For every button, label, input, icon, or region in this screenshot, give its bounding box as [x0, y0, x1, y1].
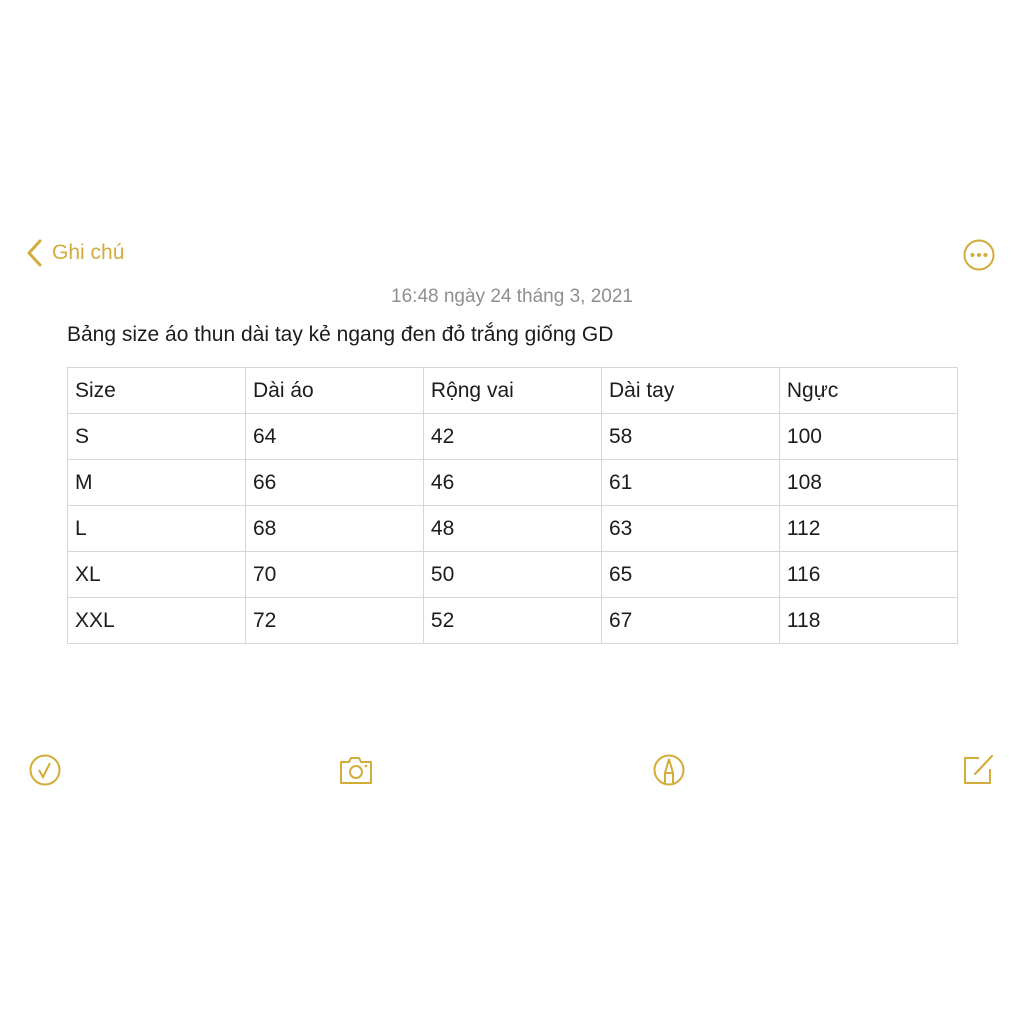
table-cell: 46	[422, 459, 602, 506]
table-cell: XXL	[67, 597, 246, 644]
size-table: Size Dài áo Rộng vai Dài tay Ngực S 64 42 58 100 M…	[67, 367, 959, 644]
table-cell: 118	[778, 597, 959, 644]
camera-icon[interactable]	[338, 752, 374, 788]
table-header-row: Size Dài áo Rộng vai Dài tay Ngực	[67, 367, 959, 414]
table-cell: 116	[778, 551, 959, 598]
table-cell: Dài áo	[244, 367, 424, 414]
table-cell: 52	[422, 597, 602, 644]
chevron-left-icon	[27, 239, 42, 267]
table-row: XXL 72 52 67 118	[67, 597, 959, 644]
table-cell: 112	[778, 505, 959, 552]
table-cell: 67	[600, 597, 780, 644]
table-cell: 68	[244, 505, 424, 552]
table-cell: Ngực	[778, 367, 959, 414]
table-cell: M	[67, 459, 246, 506]
checklist-icon[interactable]	[27, 752, 63, 788]
ellipsis-circle-icon[interactable]	[962, 238, 996, 272]
table-cell: Rộng vai	[422, 367, 602, 414]
table-row: XL 70 50 65 116	[67, 551, 959, 598]
table-cell: 63	[600, 505, 780, 552]
table-cell: 61	[600, 459, 780, 506]
table-row: S 64 42 58 100	[67, 413, 959, 460]
table-cell: 72	[244, 597, 424, 644]
table-cell: 58	[600, 413, 780, 460]
table-cell: S	[67, 413, 246, 460]
table-cell: Dài tay	[600, 367, 780, 414]
back-label: Ghi chú	[52, 241, 125, 264]
table-row: L 68 48 63 112	[67, 505, 959, 552]
table-row: M 66 46 61 108	[67, 459, 959, 506]
table-cell: 66	[244, 459, 424, 506]
back-button[interactable]: Ghi chú	[26, 238, 124, 268]
table-cell: 100	[778, 413, 959, 460]
table-cell: 64	[244, 413, 424, 460]
table-cell: 50	[422, 551, 602, 598]
table-cell: 48	[422, 505, 602, 552]
markup-icon[interactable]	[651, 752, 687, 788]
table-cell: L	[67, 505, 246, 552]
table-cell: 108	[778, 459, 959, 506]
table-cell: 65	[600, 551, 780, 598]
table-cell: XL	[67, 551, 246, 598]
compose-icon[interactable]	[961, 752, 997, 788]
table-cell: Size	[67, 367, 246, 414]
note-date: 16:48 ngày 24 tháng 3, 2021	[391, 286, 633, 307]
note-title: Bảng size áo thun dài tay kẻ ngang đen đ…	[67, 323, 614, 346]
table-cell: 42	[422, 413, 602, 460]
table-cell: 70	[244, 551, 424, 598]
